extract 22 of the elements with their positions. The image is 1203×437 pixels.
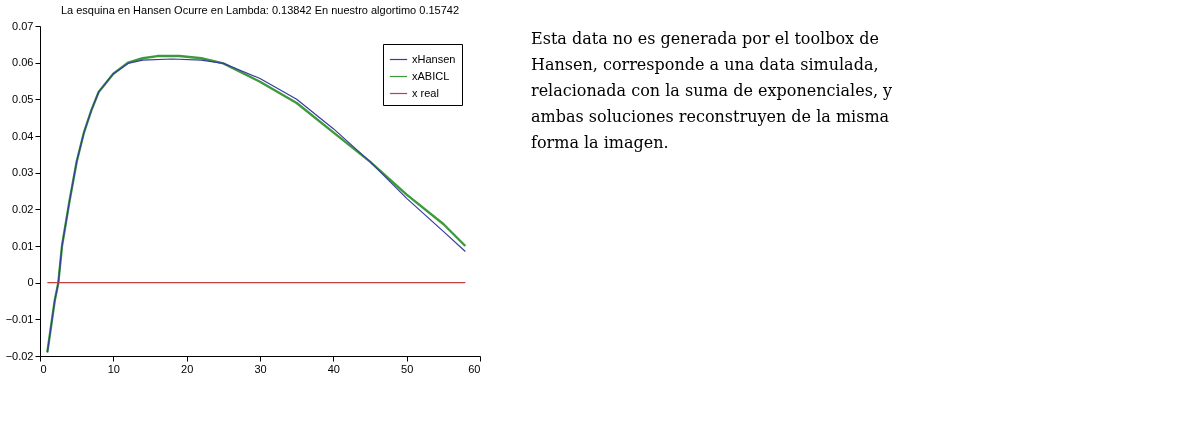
y-tick-label: −0.02	[5, 349, 34, 362]
y-tick-label: −0.01	[5, 312, 34, 325]
x-tick-label: 20	[181, 362, 194, 375]
x-tick-label: 60	[468, 362, 481, 375]
y-tick-label: 0.03	[12, 166, 34, 179]
y-tick-label: 0.04	[12, 129, 34, 142]
y-tick-label: 0.05	[12, 92, 34, 105]
y-tick-label: 0	[27, 276, 34, 289]
x-tick-label: 40	[327, 362, 340, 375]
chart-title: La esquina en Hansen Ocurre en Lambda: 0.13842 En nuestro algortimo 0.15742	[60, 4, 460, 16]
x-tick-label: 30	[254, 362, 267, 375]
legend-label: xABICL	[412, 69, 450, 82]
legend-label: xHansen	[412, 52, 456, 65]
y-tick-label: 0.07	[12, 19, 34, 32]
y-tick-label: 0.06	[12, 56, 34, 69]
x-tick-label: 50	[401, 362, 414, 375]
x-tick-label: 0	[40, 362, 47, 375]
legend-label: x real	[412, 86, 439, 99]
y-tick-label: 0.01	[12, 239, 34, 252]
x-tick-label: 10	[107, 362, 120, 375]
text: Esta data no es generada por el toolbox de Hansen, corresponde a una data simulada, relacionada con la suma de exponenciales, y ambas soluciones reconstruyen de la misma forma la imagen.	[531, 29, 893, 152]
y-tick-label: 0.02	[12, 202, 34, 215]
